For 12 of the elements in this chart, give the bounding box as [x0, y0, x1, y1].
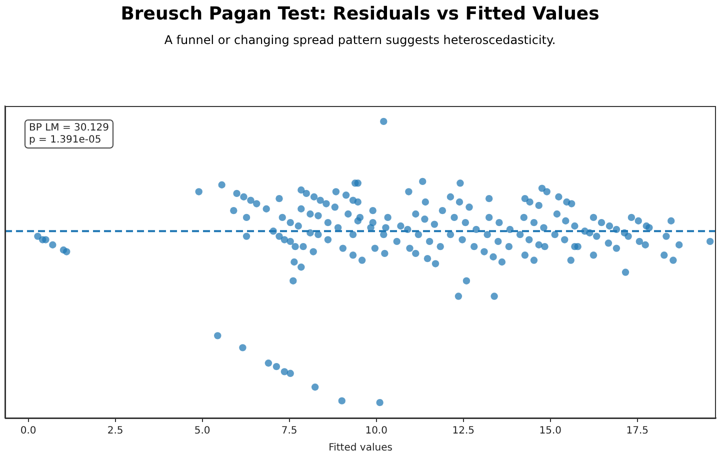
x-tick-label: 12.5 [452, 426, 474, 437]
x-tick-label: 15.0 [539, 426, 562, 437]
x-tick-label: 10.0 [365, 426, 388, 437]
chart-subtitle: A funnel or changing spread pattern suggests heteroscedasticity. [164, 32, 556, 47]
annotation: BP LM = 30.129 p = 1.391e-05 [29, 122, 109, 146]
x-tick-label: 17.5 [626, 426, 648, 437]
x-axis-title: Fitted values [328, 442, 392, 454]
x-tick-label: 5.0 [194, 426, 210, 437]
x-tick-label: 2.5 [107, 426, 124, 437]
x-tick-label: 7.5 [281, 426, 298, 437]
chart-title: Breusch Pagan Test: Residuals vs Fitted Values [120, 3, 600, 24]
x-tick-label: 0.0 [20, 426, 36, 437]
